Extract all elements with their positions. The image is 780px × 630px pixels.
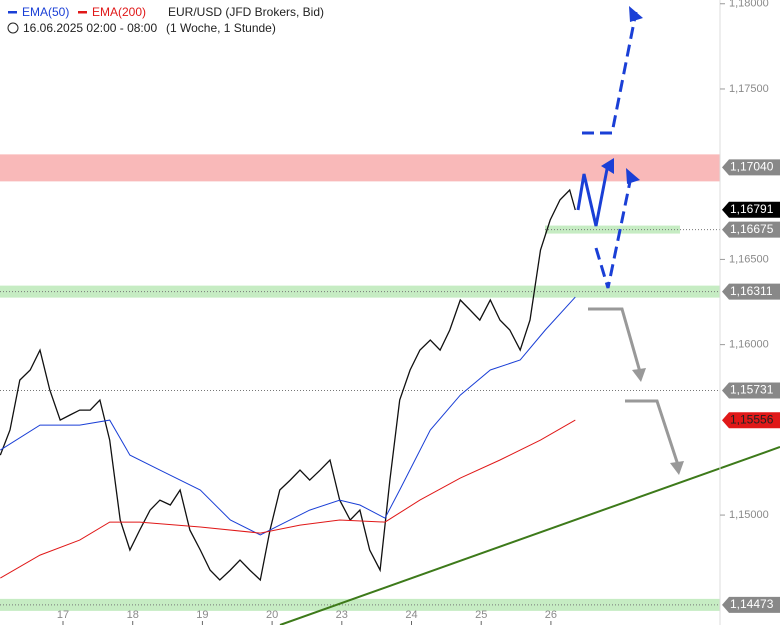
support-zone [545,225,680,234]
level-label-box [722,382,780,399]
level-label: 1,17040 [730,160,774,174]
x-tick-label: 23 [336,609,348,621]
level-label: 1,16791 [730,202,774,216]
arrow-head [670,461,684,475]
header: EMA(50) EMA(200) EUR/USD (JFD Brokers, B… [7,5,324,35]
series-line [0,296,576,536]
timeframe: (1 Woche, 1 Stunde) [166,21,276,35]
x-tick-label: 20 [266,609,278,621]
level-label: 1,15731 [730,383,774,397]
legend-label: EMA(200) [92,5,146,19]
scenario-arrows [582,11,638,289]
date-range: 16.06.2025 02:00 - 08:00 [23,21,157,35]
y-tick-label: 1,16500 [729,253,769,265]
level-label-box [722,221,780,238]
x-tick-label: 26 [545,609,557,621]
x-tick-label: 19 [196,609,208,621]
level-label-box [722,159,780,176]
scenario-arrows-grey [588,307,680,466]
scenario-arrow [576,163,610,227]
arrow-head [629,6,643,22]
x-tick-label: 24 [405,609,417,621]
legend-swatch [8,11,17,14]
instrument: EUR/USD (JFD Brokers, Bid) [168,5,324,19]
trend-line [279,446,780,626]
legend-swatch [78,11,87,14]
x-tick-label: 25 [475,609,487,621]
series-line [0,188,576,582]
y-tick-label: 1,18000 [729,0,769,10]
level-label: 1,14473 [730,597,774,611]
x-tick-label: 17 [57,609,69,621]
y-tick-label: 1,16000 [729,339,769,351]
legend-label: EMA(50) [22,5,69,19]
arrow-head [626,168,640,184]
level-label-box [722,412,780,429]
arrow-head [601,158,614,174]
y-tick-label: 1,15000 [729,509,769,521]
resistance-zone [0,154,720,182]
series-line [0,419,576,579]
level-label: 1,15556 [730,412,774,426]
y-tick-label: 1,17500 [729,83,769,95]
x-tick-label: 18 [127,609,139,621]
level-label: 1,16675 [730,222,774,236]
arrow-head [632,368,646,382]
level-label-box [722,201,780,218]
level-label-box [722,596,780,613]
level-label-box [722,283,780,300]
level-label: 1,16311 [730,284,773,298]
clock-icon [7,22,19,34]
